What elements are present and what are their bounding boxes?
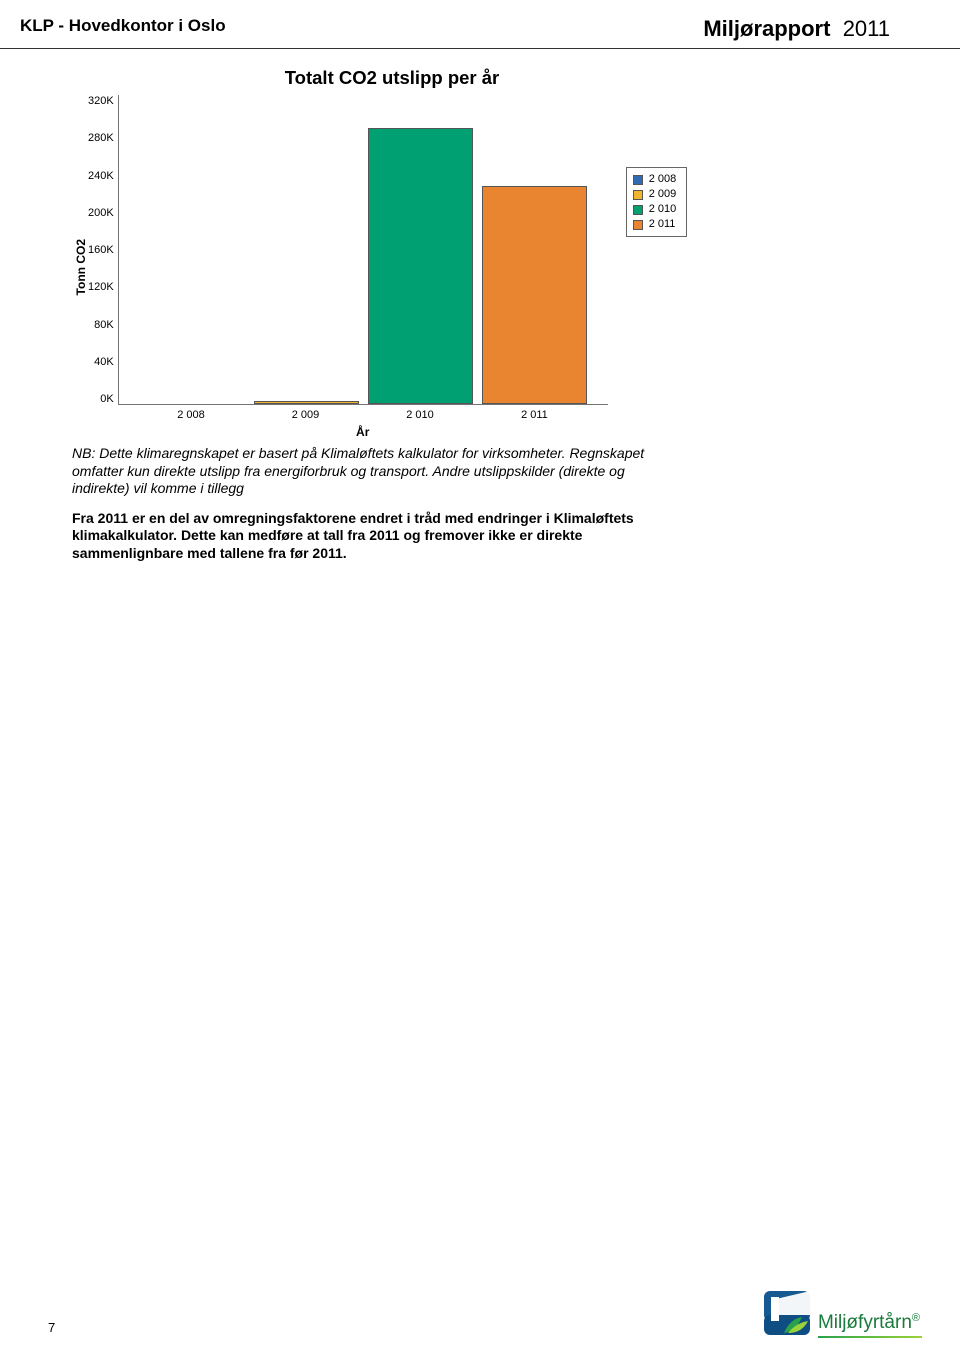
logo-text: Miljøfyrtårn® xyxy=(818,1312,920,1335)
logo-word: Miljøfyrtårn xyxy=(818,1312,912,1333)
bar-rect xyxy=(254,401,359,404)
y-tick: 160K xyxy=(88,244,114,256)
legend-label: 2 009 xyxy=(649,187,677,202)
y-tick: 320K xyxy=(88,95,114,107)
bar xyxy=(368,128,473,404)
chart-legend: 2 008 2 009 2 010 2 011 xyxy=(626,167,688,237)
plot-area xyxy=(118,95,608,405)
legend-swatch xyxy=(633,190,643,200)
miljofyrtarn-logo: Miljøfyrtårn® xyxy=(764,1291,920,1335)
header-report-title: Miljørapport 2011 xyxy=(703,16,890,42)
x-tick: 2 009 xyxy=(253,409,358,421)
legend-item: 2 008 xyxy=(633,172,677,187)
legend-label: 2 010 xyxy=(649,202,677,217)
chart-body: Tonn CO2 320K 280K 240K 200K 160K 120K 8… xyxy=(72,95,832,439)
note-paragraph-2: Fra 2011 er en del av omregningsfaktoren… xyxy=(72,510,682,563)
bar-rect xyxy=(368,128,473,404)
report-year: 2011 xyxy=(843,16,890,41)
bar-rect xyxy=(482,186,587,404)
x-axis-ticks: 2 008 2 009 2 010 2 011 xyxy=(118,409,608,421)
page-header: KLP - Hovedkontor i Oslo Miljørapport 20… xyxy=(0,0,960,49)
x-tick: 2 008 xyxy=(138,409,243,421)
bar xyxy=(254,401,359,404)
report-name: Miljørapport xyxy=(703,16,830,41)
y-axis-ticks: 320K 280K 240K 200K 160K 120K 80K 40K 0K xyxy=(88,95,118,405)
plot-column: 2 008 2 009 2 010 2 011 År xyxy=(118,95,608,439)
legend-label: 2 011 xyxy=(649,217,676,232)
y-tick: 40K xyxy=(94,356,114,368)
y-tick: 80K xyxy=(94,319,114,331)
chart-notes: NB: Dette klimaregnskapet er basert på K… xyxy=(72,445,682,562)
y-tick: 200K xyxy=(88,207,114,219)
logo-mark-icon xyxy=(764,1291,810,1335)
legend-label: 2 008 xyxy=(649,172,677,187)
y-tick: 120K xyxy=(88,281,114,293)
chart-title: Totalt CO2 utslipp per år xyxy=(72,67,832,89)
page-footer: 7 Miljøfyrtårn® xyxy=(0,1291,960,1335)
legend-swatch xyxy=(633,205,643,215)
x-axis-label: År xyxy=(118,425,608,439)
logo-underline xyxy=(818,1336,922,1338)
co2-chart: Totalt CO2 utslipp per år Tonn CO2 320K … xyxy=(72,67,832,439)
bar xyxy=(482,186,587,404)
x-tick: 2 010 xyxy=(367,409,472,421)
legend-swatch xyxy=(633,175,643,185)
page-number: 7 xyxy=(48,1320,55,1335)
page: KLP - Hovedkontor i Oslo Miljørapport 20… xyxy=(0,0,960,1371)
registered-icon: ® xyxy=(912,1312,920,1324)
header-org: KLP - Hovedkontor i Oslo xyxy=(20,16,226,36)
y-tick: 0K xyxy=(100,393,113,405)
y-tick: 240K xyxy=(88,170,114,182)
note-paragraph-1: NB: Dette klimaregnskapet er basert på K… xyxy=(72,445,682,498)
legend-item: 2 010 xyxy=(633,202,677,217)
legend-item: 2 011 xyxy=(633,217,677,232)
legend-item: 2 009 xyxy=(633,187,677,202)
y-axis-label: Tonn CO2 xyxy=(72,239,88,295)
legend-swatch xyxy=(633,220,643,230)
x-tick: 2 011 xyxy=(482,409,587,421)
y-tick: 280K xyxy=(88,132,114,144)
